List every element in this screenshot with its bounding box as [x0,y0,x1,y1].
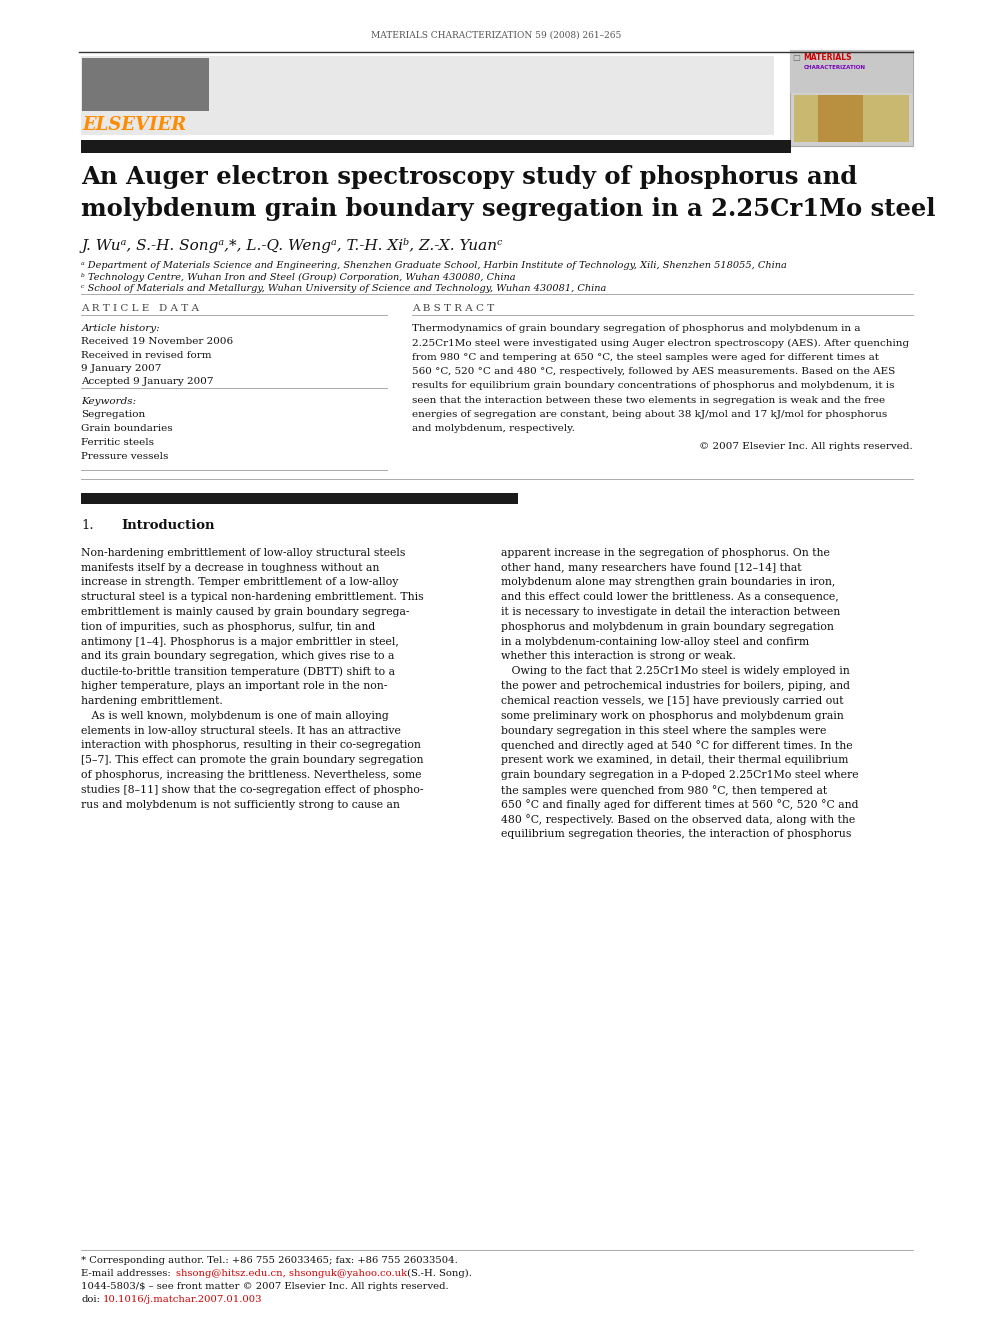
Text: antimony [1–4]. Phosphorus is a major embrittler in steel,: antimony [1–4]. Phosphorus is a major em… [81,636,399,647]
Text: Received 19 November 2006: Received 19 November 2006 [81,337,233,347]
Text: rus and molybdenum is not sufficiently strong to cause an: rus and molybdenum is not sufficiently s… [81,799,400,810]
Text: interaction with phosphorus, resulting in their co-segregation: interaction with phosphorus, resulting i… [81,741,422,750]
Text: and molybdenum, respectively.: and molybdenum, respectively. [412,425,574,433]
Text: CHARACTERIZATION: CHARACTERIZATION [804,65,865,70]
Text: apparent increase in the segregation of phosphorus. On the: apparent increase in the segregation of … [501,548,830,558]
Text: A R T I C L E   D A T A: A R T I C L E D A T A [81,304,199,314]
Text: whether this interaction is strong or weak.: whether this interaction is strong or we… [501,651,736,662]
Text: doi:: doi: [81,1295,100,1304]
Text: ᵇ Technology Centre, Wuhan Iron and Steel (Group) Corporation, Wuhan 430080, Chi: ᵇ Technology Centre, Wuhan Iron and Stee… [81,273,516,282]
Text: 480 °C, respectively. Based on the observed data, along with the: 480 °C, respectively. Based on the obser… [501,815,855,826]
Text: elements in low-alloy structural steels. It has an attractive: elements in low-alloy structural steels.… [81,725,401,736]
Text: it is necessary to investigate in detail the interaction between: it is necessary to investigate in detail… [501,607,840,617]
Text: 2.25Cr1Mo steel were investigated using Auger electron spectroscopy (AES). After: 2.25Cr1Mo steel were investigated using … [412,339,909,348]
Text: the power and petrochemical industries for boilers, piping, and: the power and petrochemical industries f… [501,681,850,691]
Text: 1044-5803/$ – see front matter © 2007 Elsevier Inc. All rights reserved.: 1044-5803/$ – see front matter © 2007 El… [81,1282,449,1291]
Text: ᶜ School of Materials and Metallurgy, Wuhan University of Science and Technology: ᶜ School of Materials and Metallurgy, Wu… [81,284,607,294]
Text: Segregation: Segregation [81,410,146,419]
Text: tion of impurities, such as phosphorus, sulfur, tin and: tion of impurities, such as phosphorus, … [81,622,376,632]
Text: 1.: 1. [81,519,94,532]
Text: studies [8–11] show that the co-segregation effect of phospho-: studies [8–11] show that the co-segregat… [81,785,424,795]
Text: J. Wuᵃ, S.-H. Songᵃ,*, L.-Q. Wengᵃ, T.-H. Xiᵇ, Z.-X. Yuanᶜ: J. Wuᵃ, S.-H. Songᵃ,*, L.-Q. Wengᵃ, T.-H… [81,238,503,253]
Text: Article history:: Article history: [81,324,160,333]
FancyBboxPatch shape [818,95,863,142]
Text: MATERIALS: MATERIALS [804,53,852,62]
Text: embrittlement is mainly caused by grain boundary segrega-: embrittlement is mainly caused by grain … [81,607,410,617]
Text: grain boundary segregation in a P-doped 2.25Cr1Mo steel where: grain boundary segregation in a P-doped … [501,770,859,781]
Text: □: □ [793,53,801,62]
FancyBboxPatch shape [790,50,913,93]
Text: 10.1016/j.matchar.2007.01.003: 10.1016/j.matchar.2007.01.003 [103,1295,263,1304]
Text: manifests itself by a decrease in toughness without an: manifests itself by a decrease in toughn… [81,562,380,573]
Text: A B S T R A C T: A B S T R A C T [412,304,494,314]
Text: An Auger electron spectroscopy study of phosphorus and: An Auger electron spectroscopy study of … [81,165,858,189]
FancyBboxPatch shape [794,95,909,142]
Text: Keywords:: Keywords: [81,397,137,406]
Text: ᵃ Department of Materials Science and Engineering, Shenzhen Graduate School, Har: ᵃ Department of Materials Science and En… [81,261,788,270]
Text: molybdenum alone may strengthen grain boundaries in iron,: molybdenum alone may strengthen grain bo… [501,577,835,587]
Text: in a molybdenum-containing low-alloy steel and confirm: in a molybdenum-containing low-alloy ste… [501,636,809,647]
Text: Pressure vessels: Pressure vessels [81,451,169,460]
Text: equilibrium segregation theories, the interaction of phosphorus: equilibrium segregation theories, the in… [501,830,851,839]
Text: some preliminary work on phosphorus and molybdenum grain: some preliminary work on phosphorus and … [501,710,844,721]
Text: energies of segregation are constant, being about 38 kJ/mol and 17 kJ/mol for ph: energies of segregation are constant, be… [412,410,887,419]
Text: from 980 °C and tempering at 650 °C, the steel samples were aged for different t: from 980 °C and tempering at 650 °C, the… [412,353,879,361]
FancyBboxPatch shape [82,58,209,111]
Text: [5–7]. This effect can promote the grain boundary segregation: [5–7]. This effect can promote the grain… [81,755,424,765]
Text: quenched and directly aged at 540 °C for different times. In the: quenched and directly aged at 540 °C for… [501,741,852,751]
Text: molybdenum grain boundary segregation in a 2.25Cr1Mo steel: molybdenum grain boundary segregation in… [81,197,935,221]
Text: phosphorus and molybdenum in grain boundary segregation: phosphorus and molybdenum in grain bound… [501,622,834,632]
Text: ELSEVIER: ELSEVIER [82,116,186,135]
Text: and its grain boundary segregation, which gives rise to a: and its grain boundary segregation, whic… [81,651,395,662]
Text: MATERIALS CHARACTERIZATION 59 (2008) 261–265: MATERIALS CHARACTERIZATION 59 (2008) 261… [371,30,621,40]
Text: seen that the interaction between these two elements in segregation is weak and : seen that the interaction between these … [412,396,885,405]
Text: © 2007 Elsevier Inc. All rights reserved.: © 2007 Elsevier Inc. All rights reserved… [699,442,913,451]
Text: boundary segregation in this steel where the samples were: boundary segregation in this steel where… [501,725,826,736]
Text: of phosphorus, increasing the brittleness. Nevertheless, some: of phosphorus, increasing the brittlenes… [81,770,422,781]
Text: and this effect could lower the brittleness. As a consequence,: and this effect could lower the brittlen… [501,593,838,602]
FancyBboxPatch shape [235,56,774,135]
FancyBboxPatch shape [81,56,235,135]
FancyBboxPatch shape [81,493,518,504]
FancyBboxPatch shape [790,50,913,146]
Text: Grain boundaries: Grain boundaries [81,423,173,433]
Text: increase in strength. Temper embrittlement of a low-alloy: increase in strength. Temper embrittleme… [81,577,399,587]
Text: hardening embrittlement.: hardening embrittlement. [81,696,223,706]
Text: shsong@hitsz.edu.cn, shsonguk@yahoo.co.uk: shsong@hitsz.edu.cn, shsonguk@yahoo.co.u… [176,1269,407,1278]
Text: ductile-to-brittle transition temperature (DBTT) shift to a: ductile-to-brittle transition temperatur… [81,667,396,677]
Text: Owing to the fact that 2.25Cr1Mo steel is widely employed in: Owing to the fact that 2.25Cr1Mo steel i… [501,667,850,676]
Text: chemical reaction vessels, we [15] have previously carried out: chemical reaction vessels, we [15] have … [501,696,843,706]
Text: * Corresponding author. Tel.: +86 755 26033465; fax: +86 755 26033504.: * Corresponding author. Tel.: +86 755 26… [81,1256,458,1265]
Text: E-mail addresses:: E-mail addresses: [81,1269,175,1278]
Text: Accepted 9 January 2007: Accepted 9 January 2007 [81,377,214,386]
Text: Non-hardening embrittlement of low-alloy structural steels: Non-hardening embrittlement of low-alloy… [81,548,406,558]
Text: structural steel is a typical non-hardening embrittlement. This: structural steel is a typical non-harden… [81,593,424,602]
Text: Ferritic steels: Ferritic steels [81,438,155,447]
Text: other hand, many researchers have found [12–14] that: other hand, many researchers have found … [501,562,802,573]
Text: Received in revised form: Received in revised form [81,351,212,360]
Text: higher temperature, plays an important role in the non-: higher temperature, plays an important r… [81,681,388,691]
Text: 9 January 2007: 9 January 2007 [81,364,162,373]
Text: present work we examined, in detail, their thermal equilibrium: present work we examined, in detail, the… [501,755,848,765]
Text: Thermodynamics of grain boundary segregation of phosphorus and molybdenum in a: Thermodynamics of grain boundary segrega… [412,324,860,333]
Text: Introduction: Introduction [121,519,214,532]
Text: 650 °C and finally aged for different times at 560 °C, 520 °C and: 650 °C and finally aged for different ti… [501,799,858,811]
FancyBboxPatch shape [81,140,791,153]
Text: As is well known, molybdenum is one of main alloying: As is well known, molybdenum is one of m… [81,710,389,721]
Text: results for equilibrium grain boundary concentrations of phosphorus and molybden: results for equilibrium grain boundary c… [412,381,894,390]
Text: the samples were quenched from 980 °C, then tempered at: the samples were quenched from 980 °C, t… [501,785,827,795]
Text: 560 °C, 520 °C and 480 °C, respectively, followed by AES measurements. Based on : 560 °C, 520 °C and 480 °C, respectively,… [412,366,895,376]
Text: (S.-H. Song).: (S.-H. Song). [404,1269,471,1278]
